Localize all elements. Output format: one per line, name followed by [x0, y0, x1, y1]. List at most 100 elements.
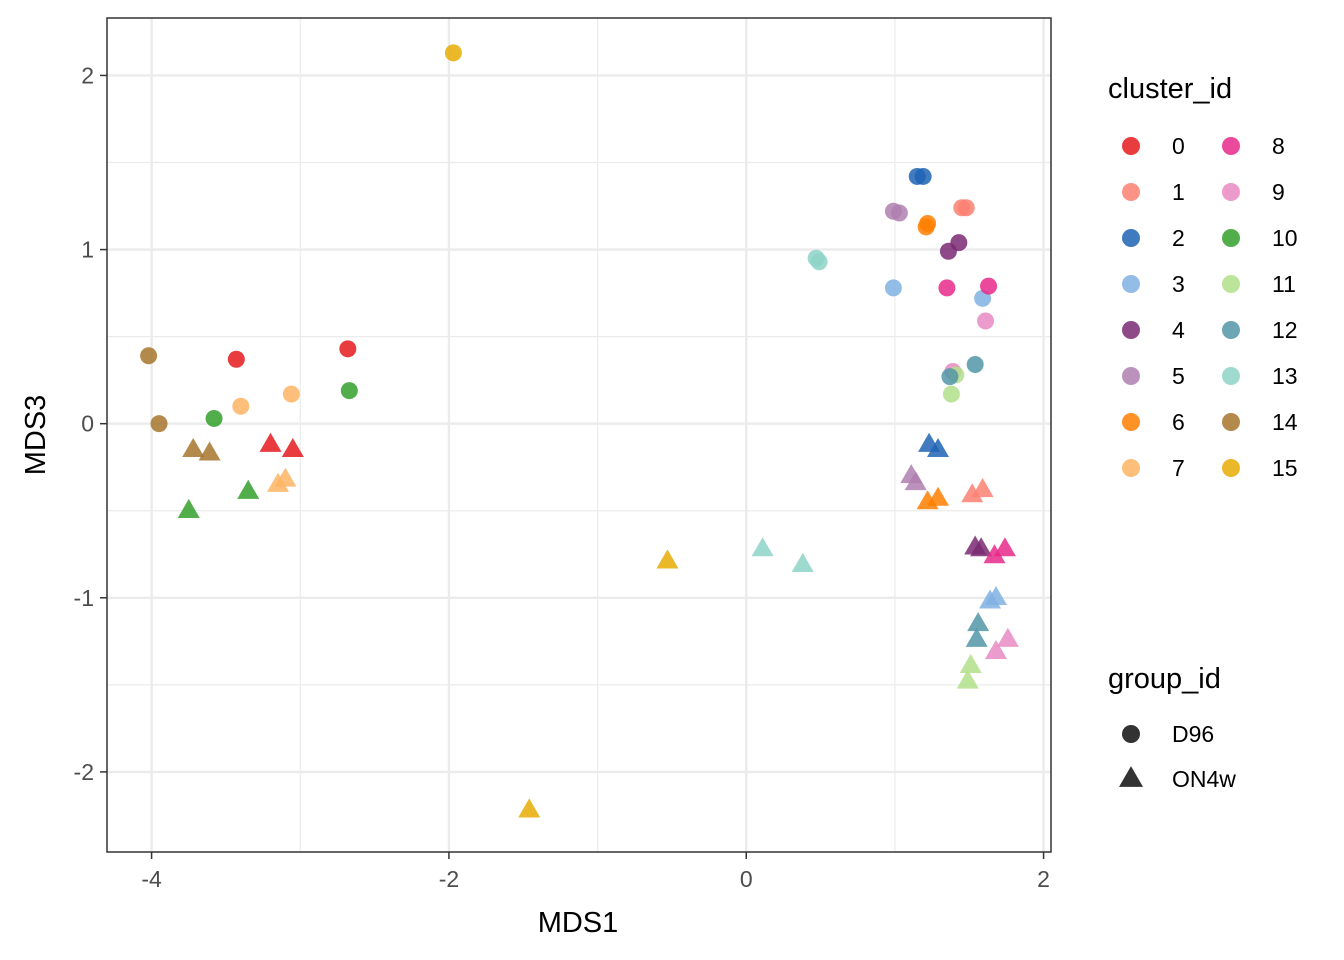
legend-key-cluster-14 — [1222, 413, 1240, 431]
legend-key-cluster-0 — [1122, 137, 1140, 155]
point-on4w-cluster-14 — [182, 437, 205, 458]
point-on4w-cluster-12 — [965, 627, 988, 647]
x-tick-label: -2 — [439, 866, 459, 892]
legend-key-cluster-12 — [1222, 321, 1240, 339]
y-tick-label: 1 — [81, 237, 94, 263]
point-on4w-cluster-1 — [971, 478, 994, 498]
point-d96-cluster-10 — [205, 409, 223, 427]
legend-label-cluster-11: 11 — [1272, 271, 1296, 297]
point-d96-cluster-0 — [339, 340, 357, 358]
point-d96-cluster-10 — [340, 382, 358, 400]
point-d96-cluster-11 — [942, 385, 960, 403]
legend-label-cluster-13: 13 — [1272, 363, 1298, 389]
legend-key-cluster-1 — [1122, 183, 1140, 201]
legend-key-on4w-triangle — [1119, 766, 1143, 787]
minor-gridlines — [107, 18, 1051, 852]
point-d96-cluster-5 — [890, 204, 908, 222]
x-tick-label: 2 — [1037, 866, 1050, 892]
point-d96-cluster-4 — [939, 242, 957, 260]
point-d96-cluster-12 — [941, 368, 959, 386]
legend-label-cluster-3: 3 — [1172, 271, 1185, 297]
point-d96-cluster-13 — [810, 253, 828, 271]
point-on4w-cluster-15 — [656, 549, 679, 569]
point-d96-cluster-14 — [150, 415, 168, 433]
point-on4w-cluster-7 — [274, 467, 297, 487]
point-d96-cluster-8 — [980, 277, 998, 295]
point-d96-cluster-8 — [938, 279, 956, 297]
point-on4w-cluster-0 — [281, 437, 304, 458]
point-on4w-cluster-13 — [751, 537, 774, 557]
point-on4w-cluster-9 — [984, 639, 1007, 660]
point-on4w-cluster-14 — [198, 441, 221, 461]
point-d96-cluster-2 — [908, 167, 926, 185]
point-d96-cluster-14 — [140, 347, 158, 365]
x-tick-label: -4 — [141, 866, 162, 892]
y-axis: -2 -1 0 1 2 — [74, 62, 107, 785]
point-d96-cluster-1 — [957, 199, 975, 217]
legend-label-cluster-5: 5 — [1172, 363, 1185, 389]
legend-label-cluster-6: 6 — [1172, 409, 1185, 435]
group-legend: group_id D96 ON4w — [1108, 663, 1236, 792]
point-d96-cluster-6 — [919, 214, 937, 232]
legend-key-cluster-6 — [1122, 413, 1140, 431]
point-on4w-cluster-0 — [259, 432, 282, 452]
point-on4w-cluster-8 — [983, 544, 1006, 564]
point-on4w-cluster-13 — [791, 552, 814, 572]
y-axis-title: MDS3 — [20, 395, 52, 476]
point-on4w-cluster-8 — [993, 537, 1016, 557]
point-d96-cluster-3 — [884, 279, 902, 297]
x-tick-label: 0 — [740, 866, 753, 892]
panel-border — [106, 17, 1052, 853]
point-on4w-cluster-10 — [177, 498, 200, 518]
legend-key-cluster-8 — [1222, 137, 1240, 155]
legend-label-cluster-15: 15 — [1272, 455, 1298, 481]
y-tick-label: 2 — [81, 62, 94, 88]
legend-key-cluster-9 — [1222, 183, 1240, 201]
major-gridlines — [107, 18, 1051, 852]
point-d96-cluster-9 — [977, 312, 995, 330]
data-points — [140, 44, 1019, 818]
cluster-legend-title: cluster_id — [1108, 73, 1232, 105]
legend-label-cluster-12: 12 — [1272, 317, 1298, 343]
point-on4w-cluster-1 — [961, 483, 984, 503]
legend-key-cluster-7 — [1122, 459, 1140, 477]
point-d96-cluster-15 — [444, 44, 462, 62]
point-d96-cluster-0 — [227, 350, 245, 368]
legend-key-cluster-10 — [1222, 229, 1240, 247]
legend-key-cluster-15 — [1222, 459, 1240, 477]
legend-label-group-ON4w: ON4w — [1172, 766, 1236, 792]
legend-label-cluster-10: 10 — [1272, 225, 1298, 251]
point-on4w-cluster-12 — [967, 612, 990, 632]
point-on4w-cluster-11 — [956, 669, 979, 689]
y-tick-label: 0 — [81, 411, 94, 437]
y-tick-label: -2 — [74, 759, 94, 785]
point-on4w-cluster-5 — [904, 471, 927, 491]
point-d96-cluster-7 — [232, 397, 250, 415]
legend-label-cluster-0: 0 — [1172, 133, 1185, 159]
legend-label-cluster-14: 14 — [1272, 409, 1298, 435]
x-axis: -4 -2 0 2 — [141, 852, 1050, 892]
y-tick-label: -1 — [74, 585, 94, 611]
point-on4w-cluster-9 — [996, 627, 1019, 647]
legend-label-cluster-4: 4 — [1172, 317, 1185, 343]
legend-label-cluster-1: 1 — [1172, 179, 1185, 205]
group-legend-title: group_id — [1108, 663, 1221, 695]
point-on4w-cluster-6 — [927, 486, 950, 506]
legend-label-cluster-2: 2 — [1172, 225, 1185, 251]
point-on4w-cluster-11 — [959, 653, 982, 673]
legend-key-cluster-4 — [1122, 321, 1140, 339]
legend-key-cluster-2 — [1122, 229, 1140, 247]
point-on4w-cluster-4 — [970, 537, 993, 557]
x-axis-title: MDS1 — [538, 907, 619, 939]
point-on4w-cluster-10 — [237, 479, 260, 499]
point-on4w-cluster-3 — [984, 585, 1007, 606]
point-on4w-cluster-15 — [518, 798, 541, 818]
legend-key-cluster-13 — [1222, 367, 1240, 385]
point-d96-cluster-12 — [966, 355, 984, 373]
point-d96-cluster-7 — [282, 385, 300, 403]
point-on4w-cluster-2 — [927, 437, 950, 458]
legend-label-group-D96: D96 — [1172, 721, 1214, 747]
legend-key-d96-circle — [1122, 725, 1140, 743]
